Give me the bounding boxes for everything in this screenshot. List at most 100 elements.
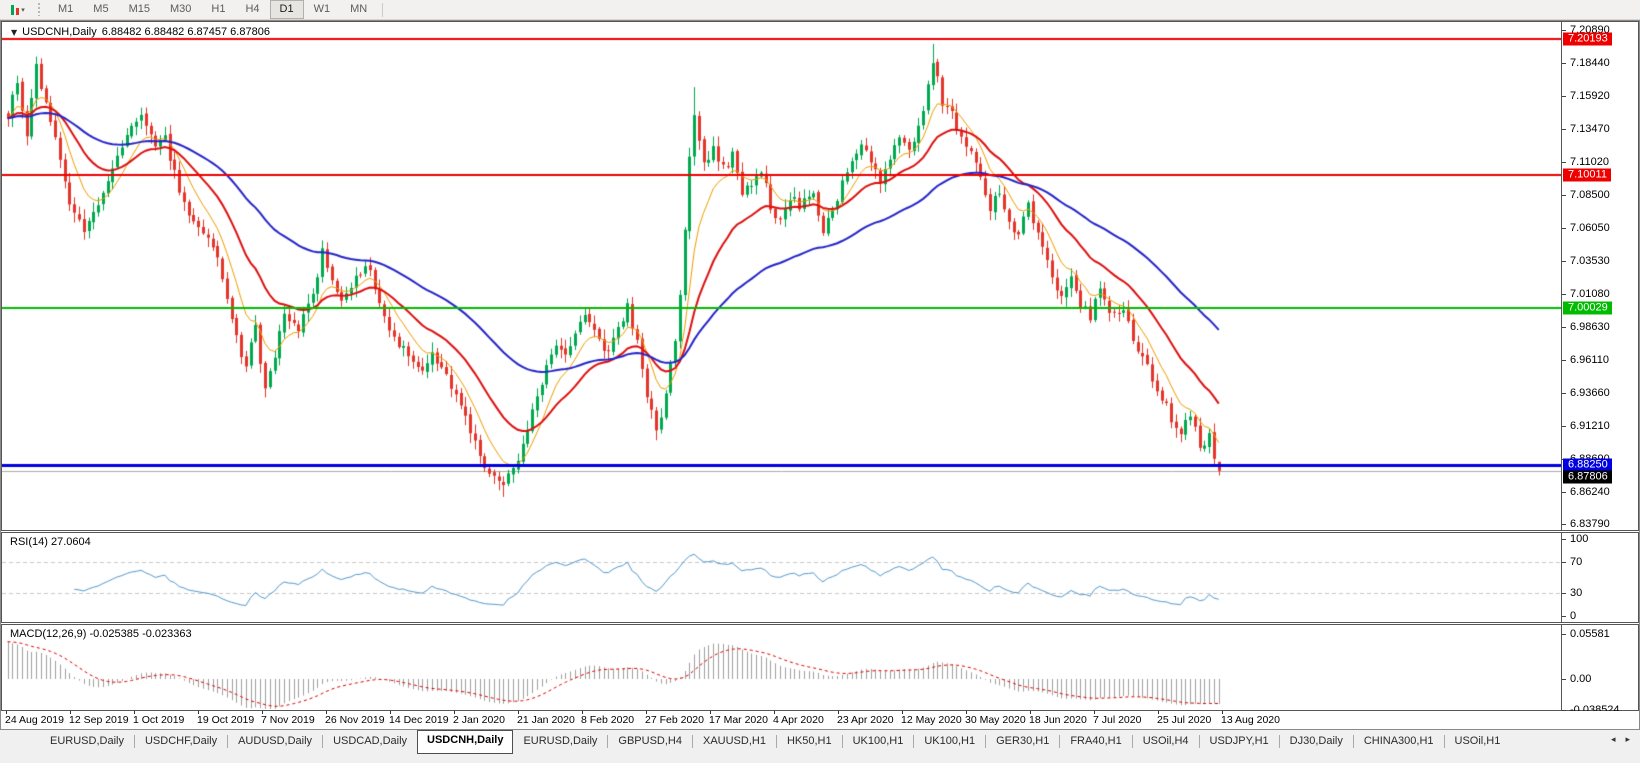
time-tick: [70, 711, 71, 714]
rsi-title: RSI(14) 27.0604: [10, 536, 91, 548]
tab-eurusd-daily[interactable]: EURUSD,Daily: [50, 735, 124, 747]
chart-cursor-icon[interactable]: ▾: [3, 2, 33, 18]
tab-uk100-h1[interactable]: UK100,H1: [852, 735, 904, 747]
time-tick-label: 26 Nov 2019: [325, 714, 385, 726]
price-tick-label: 7.15920: [1562, 90, 1610, 102]
tab-ger30-h1[interactable]: GER30,H1: [996, 735, 1050, 747]
chevron-down-icon: ▾: [21, 5, 25, 14]
price-tick-label: 6.83790: [1562, 518, 1610, 530]
chart-window: ▼ USDCNH,Daily 6.88482 6.88482 6.87457 6…: [0, 20, 1640, 730]
tab-separator: [691, 735, 693, 748]
tab-separator: [1131, 735, 1133, 748]
time-tick: [326, 711, 327, 714]
time-tick-label: 12 Sep 2019: [69, 714, 129, 726]
tab-usdjpy-h1[interactable]: USDJPY,H1: [1209, 735, 1269, 747]
time-tick: [1222, 711, 1223, 714]
timeframe-button-d1[interactable]: D1: [269, 0, 304, 19]
rsi-axis[interactable]: 100 70 30 0: [1561, 533, 1638, 622]
timeframe-button-m1[interactable]: M1: [58, 3, 74, 15]
time-tick: [710, 711, 711, 714]
time-tick-label: 17 Mar 2020: [709, 714, 768, 726]
rsi-canvas[interactable]: [2, 533, 1561, 622]
tab-usoil-h4[interactable]: USOil,H4: [1142, 735, 1189, 747]
time-tick: [838, 711, 839, 714]
tab-scroll-right-icon[interactable]: ▸: [1625, 735, 1630, 745]
time-tick: [198, 711, 199, 714]
macd-canvas[interactable]: [2, 625, 1561, 710]
time-tick: [902, 711, 903, 714]
tab-usoil-h1[interactable]: USOil,H1: [1454, 735, 1501, 747]
tab-audusd-daily[interactable]: AUDUSD,Daily: [238, 735, 313, 747]
tab-separator: [985, 735, 987, 748]
time-tick-label: 2 Jan 2020: [453, 714, 505, 726]
price-level-tag: 7.00029: [1563, 301, 1612, 315]
time-tick-label: 21 Jan 2020: [517, 714, 575, 726]
time-tick-label: 8 Feb 2020: [581, 714, 635, 726]
toolbar-separator: [382, 2, 384, 17]
price-level-tag: 7.20193: [1563, 32, 1612, 46]
tab-china300-h1[interactable]: CHINA300,H1: [1363, 735, 1434, 747]
macd-plot: MACD(12,26,9) -0.025385 -0.023363: [2, 625, 1561, 710]
tab-dj30-daily[interactable]: DJ30,Daily: [1289, 735, 1343, 747]
time-tick: [1094, 711, 1095, 714]
rsi-panel: RSI(14) 27.0604 100 70 30 0: [1, 532, 1639, 623]
macd-panel: MACD(12,26,9) -0.025385 -0.023363 0.0558…: [1, 624, 1639, 716]
price-panel: ▼ USDCNH,Daily 6.88482 6.88482 6.87457 6…: [1, 21, 1639, 531]
price-tick-label: 7.18440: [1562, 57, 1610, 69]
time-tick-label: 18 Jun 2020: [1029, 714, 1087, 726]
price-chart-canvas[interactable]: [2, 22, 1561, 530]
tab-separator: [1352, 735, 1354, 748]
time-tick-label: 30 May 2020: [965, 714, 1026, 726]
rsi-plot: RSI(14) 27.0604: [2, 533, 1561, 622]
toolbar: ▾ M1 M5 M15 M30 H1 H4 D1 W1 MN: [0, 0, 1640, 20]
macd-tick-label: 0.00: [1562, 673, 1591, 685]
price-tick-label: 7.06050: [1562, 222, 1610, 234]
tab-uk100-h1[interactable]: UK100,H1: [924, 735, 976, 747]
tab-scroll-left-icon[interactable]: ◂: [1610, 735, 1616, 745]
timeframe-button-h1[interactable]: H1: [211, 3, 226, 15]
symbol-label: USDCNH,Daily: [22, 26, 97, 38]
time-tick: [390, 711, 391, 714]
price-tick-label: 6.93660: [1562, 387, 1610, 399]
timeframe-button-m15[interactable]: M15: [128, 3, 150, 15]
timeframe-button-h4[interactable]: H4: [245, 3, 260, 15]
time-axis[interactable]: 24 Aug 2019 12 Sep 2019 1 Oct 2019 19 Oct 2…: [1, 711, 1639, 729]
candle-up-glyph: [11, 4, 15, 15]
time-tick: [1030, 711, 1031, 714]
tab-separator: [1198, 735, 1200, 748]
macd-title: MACD(12,26,9) -0.025385 -0.023363: [10, 628, 192, 640]
tab-fra40-h1[interactable]: FRA40,H1: [1070, 735, 1122, 747]
tab-eurusd-daily[interactable]: EURUSD,Daily: [523, 735, 598, 747]
tab-separator: [133, 735, 135, 748]
time-tick-label: 7 Jul 2020: [1093, 714, 1142, 726]
tab-usdcnh-daily[interactable]: USDCNH,Daily: [417, 730, 514, 754]
time-tick: [1158, 711, 1159, 714]
time-tick-label: 7 Nov 2019: [261, 714, 315, 726]
timeframe-button-m5[interactable]: M5: [93, 3, 109, 15]
tab-usdchf-daily[interactable]: USDCHF,Daily: [144, 735, 218, 747]
symbol-dropdown-icon[interactable]: ▼: [11, 27, 18, 37]
tab-usdcad-daily[interactable]: USDCAD,Daily: [333, 735, 408, 747]
price-level-tag: 6.88250: [1563, 458, 1612, 472]
price-tick-label: 7.13470: [1562, 123, 1610, 135]
timeframe-button-mn[interactable]: MN: [350, 3, 368, 15]
price-tick-label: 7.11020: [1562, 156, 1609, 168]
rsi-tick-label: 0: [1562, 610, 1576, 622]
time-tick-label: 24 Aug 2019: [5, 714, 64, 726]
tab-hk50-h1[interactable]: HK50,H1: [786, 735, 832, 747]
time-tick: [774, 711, 775, 714]
tab-separator: [841, 735, 843, 748]
price-axis[interactable]: 7.20890 7.18440 7.15920 7.13470 7.11020 7.085…: [1561, 22, 1638, 530]
time-tick-label: 4 Apr 2020: [773, 714, 824, 726]
tab-gbpusd-h4[interactable]: GBPUSD,H4: [618, 735, 682, 747]
tab-separator: [1059, 735, 1061, 748]
time-tick: [646, 711, 647, 714]
timeframe-button-m30[interactable]: M30: [169, 3, 192, 15]
timeframe-button-w1[interactable]: W1: [313, 3, 331, 15]
macd-axis[interactable]: 0.05581 0.00 -0.038524: [1561, 625, 1638, 716]
candle-down-glyph: [16, 7, 20, 15]
toolbar-grip[interactable]: [37, 3, 42, 16]
time-tick-label: 12 May 2020: [901, 714, 962, 726]
tab-separator: [607, 735, 609, 748]
tab-xauusd-h1[interactable]: XAUUSD,H1: [702, 735, 766, 747]
